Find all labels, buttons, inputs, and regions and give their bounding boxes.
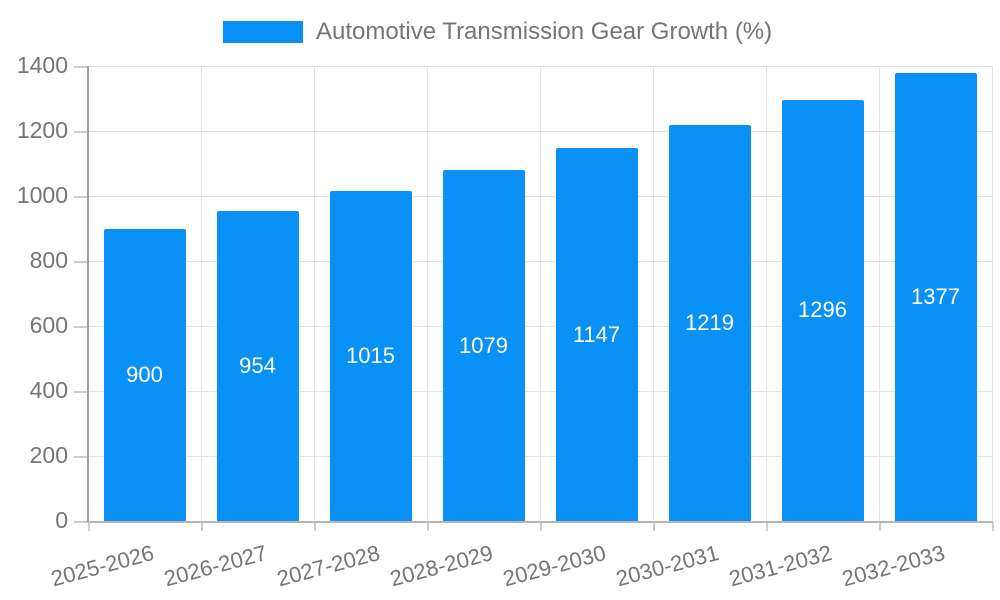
- bar-value-label: 1377: [911, 284, 960, 310]
- bar-value-label: 900: [126, 361, 163, 387]
- x-axis-tick: [766, 522, 768, 531]
- bar-value-label: 1147: [572, 321, 621, 347]
- x-axis-line: [88, 521, 993, 523]
- y-axis-tick: [74, 456, 88, 458]
- gridline-vertical: [879, 66, 880, 521]
- bar: [555, 148, 638, 521]
- gridline-vertical: [766, 66, 767, 521]
- y-axis-tick: [74, 196, 88, 198]
- gridline-vertical: [314, 66, 315, 521]
- x-axis-tick: [653, 522, 655, 531]
- y-tick-label: 1000: [16, 181, 68, 208]
- y-axis-tick: [74, 261, 88, 263]
- bar: [329, 191, 412, 521]
- x-axis-tick: [201, 522, 203, 531]
- bar: [216, 210, 299, 521]
- gridline-vertical: [427, 66, 428, 521]
- x-axis-tick: [540, 522, 542, 531]
- y-axis-tick: [74, 391, 88, 393]
- x-axis-tick: [879, 522, 881, 531]
- legend-series-label: Automotive Transmission Gear Growth (%): [316, 18, 773, 45]
- x-axis-tick: [992, 522, 994, 531]
- x-axis-tick: [314, 522, 316, 531]
- legend: Automotive Transmission Gear Growth (%): [223, 18, 773, 45]
- y-tick-label: 800: [29, 246, 68, 273]
- y-axis-line: [87, 66, 89, 522]
- bar: [894, 73, 977, 521]
- bar-value-label: 1296: [798, 297, 847, 323]
- gridline-vertical: [540, 66, 541, 521]
- bar: [668, 124, 751, 521]
- y-tick-label: 600: [29, 311, 68, 338]
- y-axis-tick: [74, 131, 88, 133]
- bar-value-label: 1219: [685, 309, 734, 335]
- y-tick-label: 400: [29, 376, 68, 403]
- x-axis-tick: [88, 522, 90, 531]
- y-axis-tick: [74, 326, 88, 328]
- bar: [103, 228, 186, 521]
- y-tick-label: 0: [55, 506, 68, 533]
- bar-value-label: 1079: [459, 332, 508, 358]
- gridline-vertical: [201, 66, 202, 521]
- bar: [781, 99, 864, 521]
- x-axis-tick: [427, 522, 429, 531]
- y-tick-label: 200: [29, 441, 68, 468]
- y-axis-tick: [74, 66, 88, 68]
- legend-swatch: [223, 21, 303, 43]
- bar-value-label: 954: [239, 352, 276, 378]
- y-axis-tick: [74, 521, 88, 523]
- y-tick-label: 1200: [16, 116, 68, 143]
- gridline-vertical: [992, 66, 993, 521]
- gridline-vertical: [653, 66, 654, 521]
- bar: [442, 170, 525, 521]
- y-tick-label: 1400: [16, 51, 68, 78]
- bar-value-label: 1015: [346, 343, 395, 369]
